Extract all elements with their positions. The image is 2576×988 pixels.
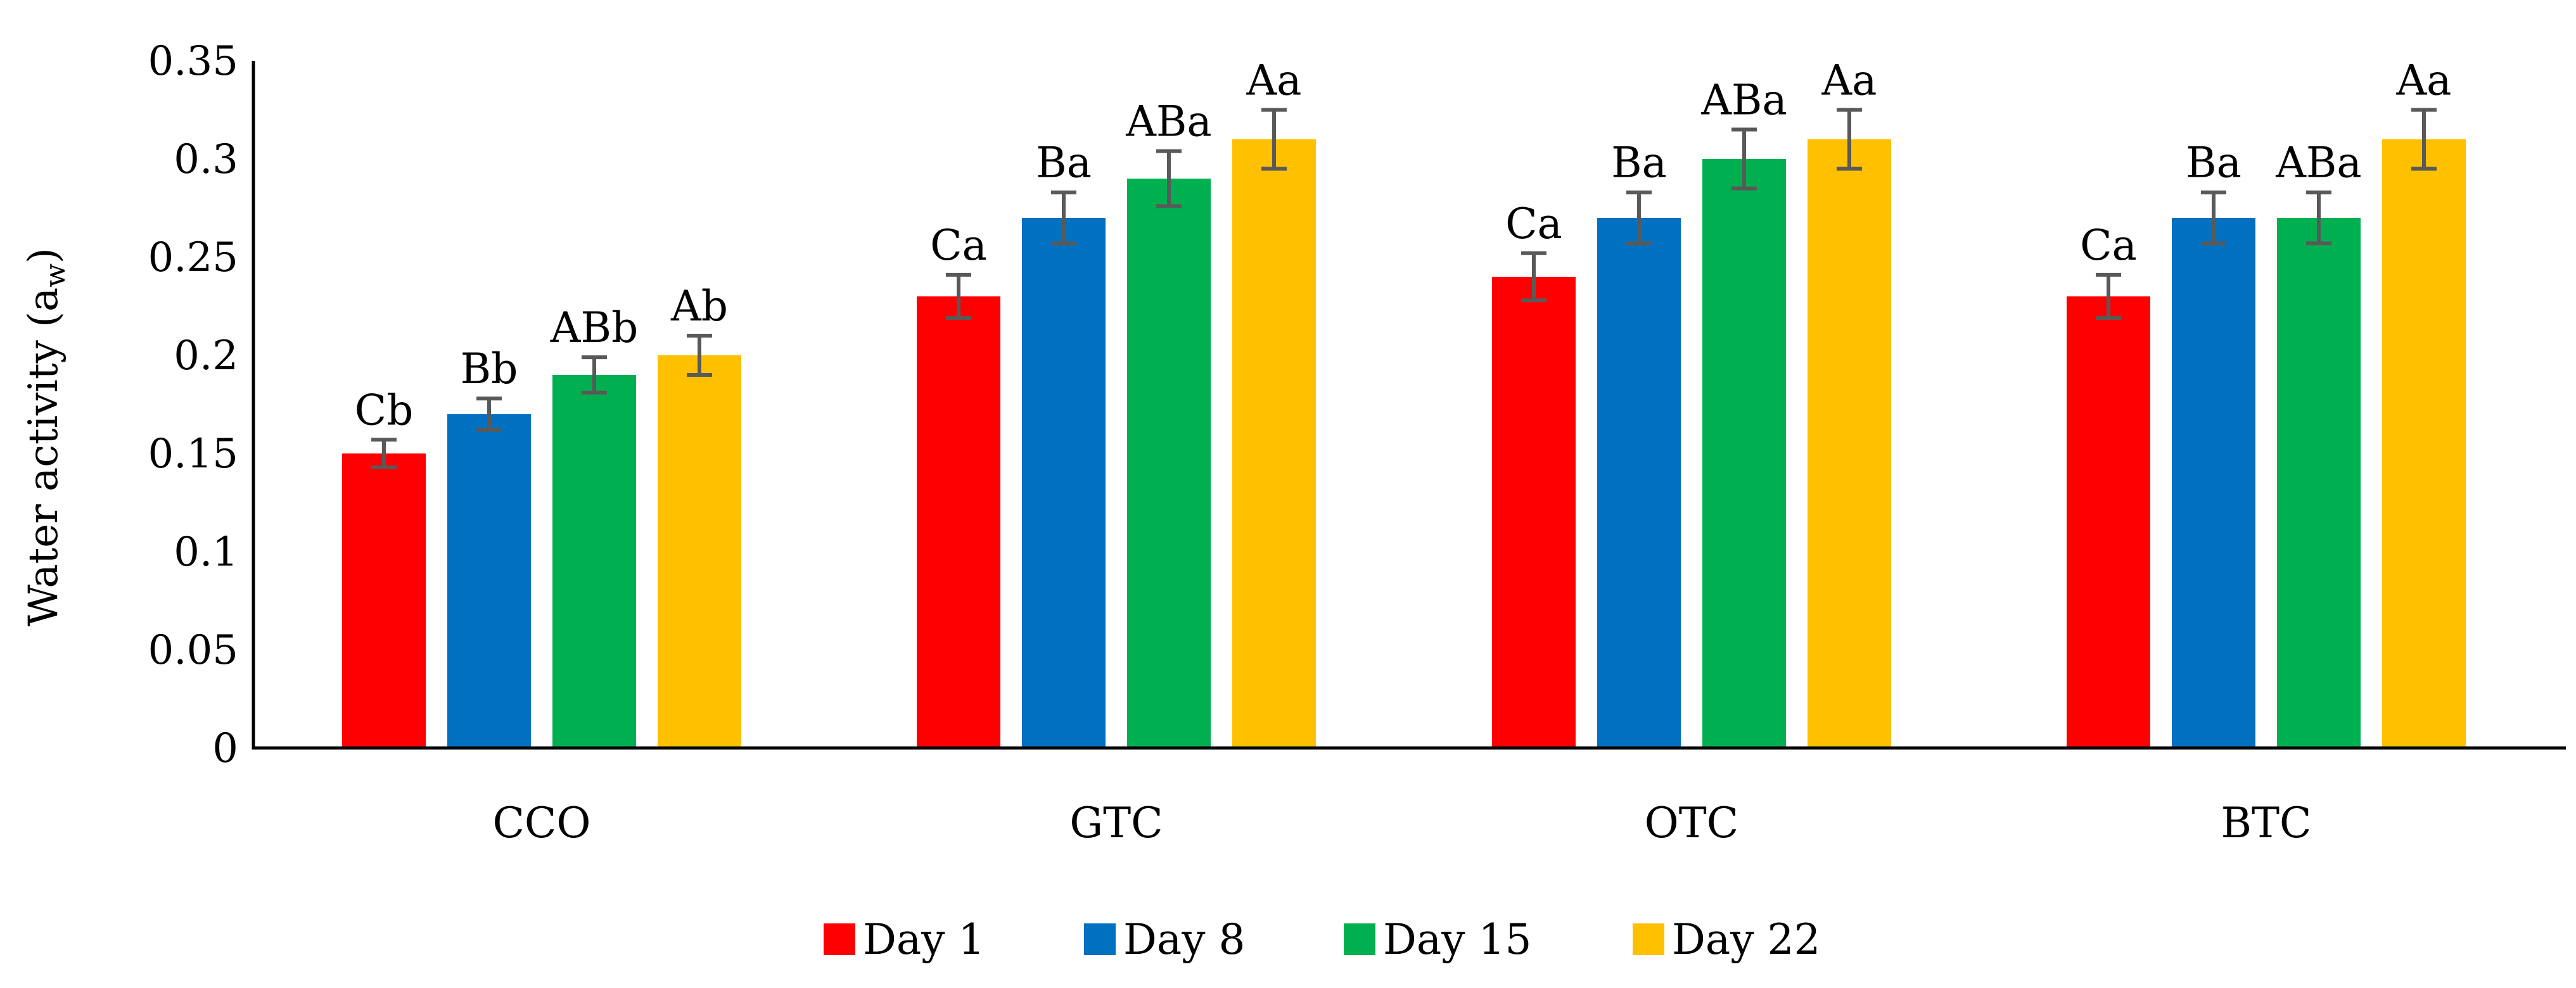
- data-label: ABb: [550, 303, 638, 352]
- category-label-cco: CCO: [492, 799, 590, 847]
- error-bar: [476, 396, 502, 432]
- bar-day-22-otc: [1808, 139, 1891, 748]
- error-bar: [1731, 127, 1757, 191]
- legend-swatch: [824, 923, 855, 955]
- data-label: Aa: [1246, 56, 1301, 105]
- error-bar: [1261, 108, 1287, 171]
- error-bar: [2096, 272, 2121, 320]
- data-label: Cb: [355, 386, 414, 434]
- data-label: Aa: [1821, 56, 1877, 105]
- data-label: Ba: [1036, 139, 1092, 187]
- legend-label: Day 1: [863, 915, 985, 964]
- legend-label: Day 8: [1123, 915, 1246, 964]
- error-bar: [687, 334, 712, 377]
- y-tick-label: 0.2: [174, 332, 238, 379]
- error-bar: [371, 438, 397, 469]
- bar-day-8-gtc: [1022, 218, 1106, 748]
- error-bar: [1626, 190, 1652, 246]
- bar-day-22-btc: [2382, 139, 2466, 748]
- svg-text:Water activity (aw): Water activity (aw): [20, 248, 72, 626]
- data-label: Bb: [461, 345, 518, 393]
- bar-day-1-otc: [1492, 277, 1576, 748]
- data-label: Aa: [2395, 56, 2451, 105]
- data-label: Ca: [2080, 221, 2137, 270]
- legend-swatch: [1344, 923, 1375, 955]
- y-tick-label: 0.35: [148, 38, 239, 85]
- y-axis-ticks: 0 0.05 0.1 0.15 0.2 0.25 0.3 0.35: [148, 38, 239, 772]
- y-axis-title-main: Water activity (a: [20, 288, 67, 626]
- category-label-gtc: GTC: [1069, 799, 1163, 847]
- legend-item-day-8: Day 8: [1084, 915, 1246, 964]
- legend-label: Day 15: [1383, 915, 1532, 964]
- y-axis-title-subscript: w: [39, 263, 72, 288]
- bar-day-1-cco: [342, 453, 426, 748]
- y-axis-title: Water activity (aw): [20, 248, 72, 626]
- y-axis-title-close: ): [20, 248, 67, 263]
- bar-day-15-cco: [552, 375, 636, 748]
- y-tick-label: 0.25: [148, 234, 239, 281]
- bar-series: [342, 139, 2466, 748]
- data-label: ABa: [2275, 139, 2362, 187]
- bar-day-15-gtc: [1127, 179, 1211, 748]
- error-bar: [2306, 190, 2331, 246]
- category-label-btc: BTC: [2221, 799, 2311, 847]
- bar-day-8-btc: [2172, 218, 2255, 748]
- bar-day-1-btc: [2067, 296, 2150, 748]
- data-label: Ca: [930, 221, 987, 270]
- data-labels: Cb Bb ABb Ab Ca Ba ABa Aa Ca Ba ABa Aa Ca Ba ABa Aa: [355, 56, 2452, 435]
- error-bar: [582, 355, 607, 395]
- data-label: Ab: [670, 282, 728, 331]
- y-tick-label: 0.1: [174, 529, 238, 576]
- bar-day-22-cco: [658, 355, 741, 748]
- data-label: Ba: [2186, 139, 2241, 187]
- error-bars: [371, 108, 2437, 469]
- bar-day-22-gtc: [1232, 139, 1316, 748]
- error-bar: [1051, 190, 1076, 246]
- legend-swatch: [1084, 923, 1116, 955]
- legend-item-day-22: Day 22: [1633, 915, 1821, 964]
- data-label: Ca: [1505, 200, 1562, 248]
- legend-item-day-15: Day 15: [1344, 915, 1532, 964]
- category-label-otc: OTC: [1645, 799, 1739, 847]
- category-labels: CCO GTC OTC BTC: [492, 799, 2311, 847]
- legend-label: Day 22: [1672, 915, 1821, 964]
- bar-day-8-cco: [447, 414, 531, 748]
- error-bar: [946, 272, 971, 320]
- y-tick-label: 0.3: [174, 136, 238, 183]
- y-tick-label: 0.05: [148, 627, 239, 674]
- data-label: Ba: [1611, 139, 1667, 187]
- bar-day-1-gtc: [917, 296, 1000, 748]
- y-tick-label: 0.15: [148, 431, 239, 478]
- data-label: ABa: [1700, 76, 1787, 125]
- legend: Day 1 Day 8 Day 15 Day 22: [824, 915, 1821, 964]
- bar-day-15-btc: [2277, 218, 2361, 748]
- bar-day-8-otc: [1597, 218, 1681, 748]
- data-label: ABa: [1125, 98, 1212, 146]
- bar-day-15-otc: [1702, 159, 1786, 748]
- legend-swatch: [1633, 923, 1664, 955]
- error-bar: [1156, 149, 1182, 208]
- error-bar: [1521, 251, 1546, 303]
- error-bar: [2411, 108, 2437, 171]
- y-tick-label: 0: [212, 725, 238, 772]
- error-bar: [2201, 190, 2226, 246]
- legend-item-day-1: Day 1: [824, 915, 985, 964]
- error-bar: [1837, 108, 1862, 171]
